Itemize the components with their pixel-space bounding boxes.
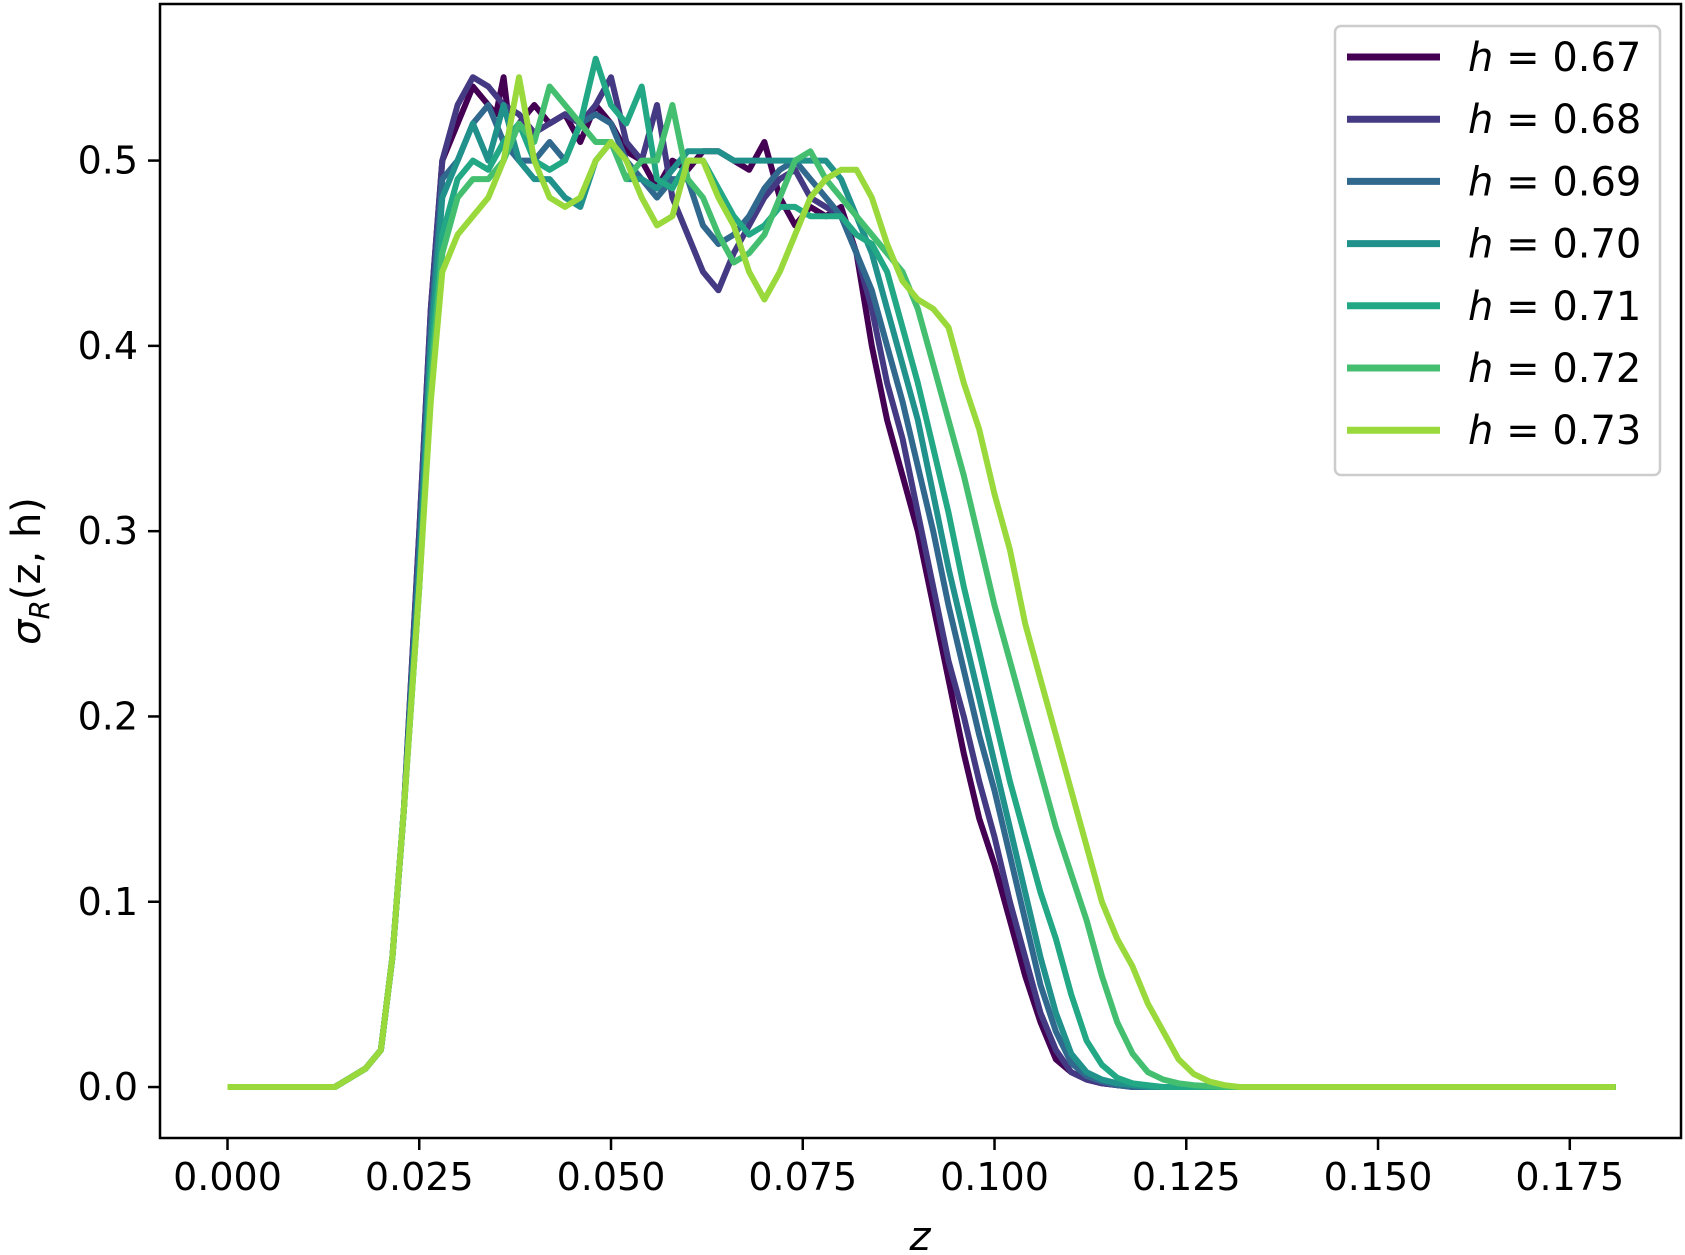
- legend-label-0: h = 0.67: [1468, 35, 1641, 81]
- legend-label-5: h = 0.72: [1468, 346, 1641, 392]
- legend-label-4: h = 0.71: [1468, 284, 1641, 330]
- x-axis: 0.000 0.025 0.050 0.075 0.100 0.125 0.150 0.175: [173, 1138, 1624, 1199]
- legend: h = 0.67 h = 0.68 h = 0.69 h = 0.70 h = 0.71…: [1333, 24, 1662, 477]
- y-axis-label-main: σ: [4, 618, 50, 645]
- series-line-3: [227, 102, 1616, 1090]
- y-tick-label-5: 0.5: [78, 139, 138, 183]
- series-line-6: [227, 74, 1616, 1090]
- series-layer: [227, 55, 1616, 1090]
- legend-label-2: h = 0.69: [1468, 159, 1641, 205]
- legend-box: [1333, 24, 1662, 477]
- series-line-5: [227, 83, 1616, 1090]
- legend-label-6: h = 0.73: [1468, 408, 1641, 454]
- x-tick-label-1: 0.025: [365, 1155, 474, 1199]
- y-tick-label-0: 0.0: [78, 1065, 138, 1109]
- series-line-1: [227, 74, 1616, 1090]
- y-tick-label-3: 0.3: [78, 509, 138, 553]
- x-axis-label: z: [909, 1214, 932, 1255]
- legend-label-1: h = 0.68: [1468, 97, 1641, 143]
- y-tick-label-4: 0.4: [78, 324, 138, 368]
- x-tick-label-4: 0.100: [940, 1155, 1049, 1199]
- x-tick-label-2: 0.050: [557, 1155, 666, 1199]
- x-tick-label-3: 0.075: [748, 1155, 857, 1199]
- x-tick-label-6: 0.150: [1324, 1155, 1433, 1199]
- y-axis-label-args: (z, h): [4, 497, 50, 600]
- y-tick-label-2: 0.2: [78, 694, 138, 738]
- y-axis-label: σR(z, h): [4, 497, 56, 645]
- y-axis-label-subscript: R: [23, 600, 56, 619]
- x-tick-label-7: 0.175: [1515, 1155, 1624, 1199]
- plot-frame: [158, 2, 1683, 1140]
- series-line-4: [227, 55, 1616, 1090]
- x-tick-label-5: 0.125: [1132, 1155, 1241, 1199]
- legend-label-3: h = 0.70: [1468, 222, 1641, 268]
- y-axis: 0.0 0.1 0.2 0.3 0.4 0.5: [78, 139, 160, 1109]
- x-tick-label-0: 0.000: [173, 1155, 282, 1199]
- y-tick-label-1: 0.1: [78, 880, 138, 924]
